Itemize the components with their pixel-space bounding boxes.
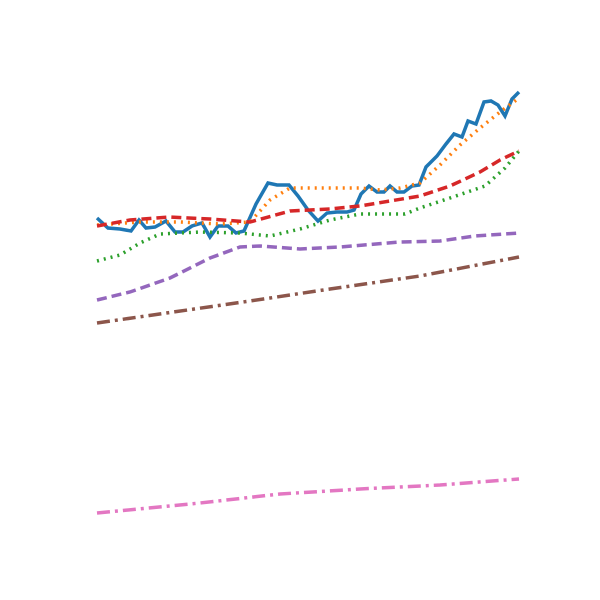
series-line [96,149,521,263]
series-line [96,477,520,515]
series-line [96,96,521,227]
series-line [96,231,520,302]
series-line [96,149,520,228]
series-line [96,255,520,325]
series-line [95,90,521,241]
